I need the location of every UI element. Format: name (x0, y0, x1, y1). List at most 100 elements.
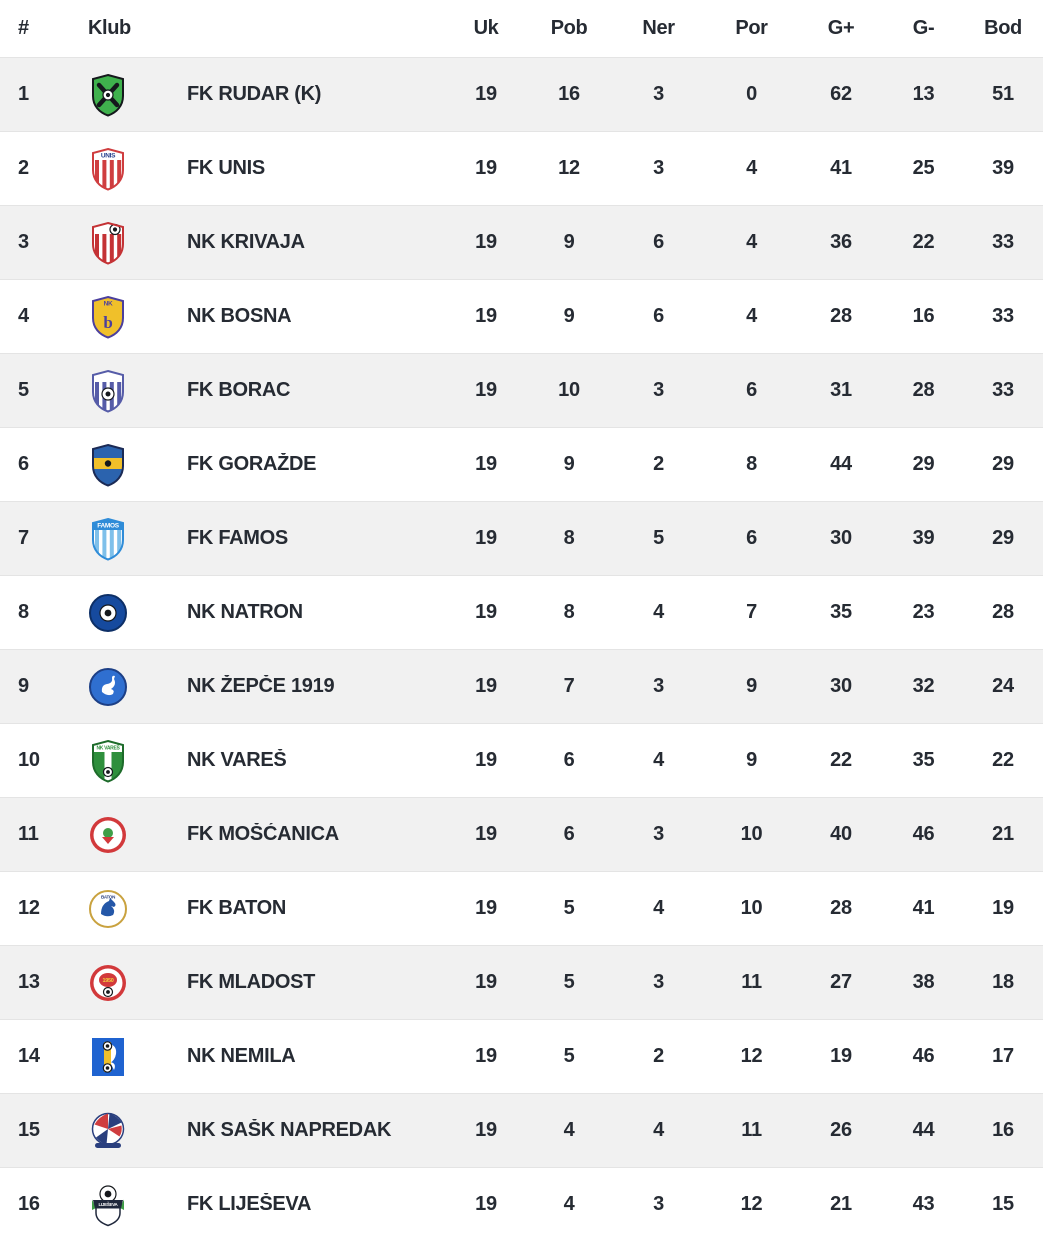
stat-cell-uk: 19 (475, 83, 497, 105)
stat-cell-points: 17 (992, 1045, 1014, 1067)
svg-text:LIJEŠEVA: LIJEŠEVA (98, 1200, 118, 1207)
stat-cell-goals-for: 36 (830, 231, 852, 253)
club-crest-icon: LIJEŠEVA (60, 1183, 155, 1227)
club-crest-icon: FAMOS (60, 517, 155, 561)
table-row[interactable]: 7 FAMOS FK FAMOS 19 8 5 6 30 39 29 (0, 502, 1043, 576)
svg-text:NK VAREŠ: NK VAREŠ (96, 743, 120, 751)
stat-cell-points: 33 (992, 305, 1014, 327)
club-crest-icon: 1950 (60, 961, 155, 1005)
club-name-cell: FK UNIS (187, 157, 265, 179)
stat-cell-por: 11 (741, 1119, 762, 1141)
stat-cell-uk: 19 (475, 897, 497, 919)
stat-cell-por: 10 (740, 897, 763, 919)
col-header-goals-for: G+ (827, 17, 855, 39)
stat-cell-ner: 6 (653, 231, 664, 253)
table-row[interactable]: 10 NK VAREŠ NK VAREŠ 19 6 4 9 22 35 22 (0, 724, 1043, 798)
col-header-pob: Pob (550, 17, 588, 39)
stat-cell-pob: 7 (563, 675, 575, 697)
rank-cell: 8 (18, 601, 29, 623)
club-name-cell: FK LIJEŠEVA (187, 1193, 312, 1215)
stat-cell-uk: 19 (475, 971, 497, 993)
table-row[interactable]: 14 NK NEMILA 19 5 2 12 19 46 17 (0, 1020, 1043, 1094)
stat-cell-ner: 3 (653, 675, 664, 697)
stat-cell-points: 18 (992, 971, 1014, 993)
stat-cell-pob: 5 (563, 1045, 575, 1067)
col-header-rank: # (18, 17, 29, 39)
table-row[interactable]: 3 NK KRIVAJA 19 9 6 4 36 22 33 (0, 206, 1043, 280)
svg-text:1950: 1950 (102, 978, 113, 984)
stat-cell-por: 4 (746, 157, 757, 179)
stat-cell-uk: 19 (475, 749, 497, 771)
club-crest-icon (60, 73, 155, 117)
stat-cell-points: 33 (992, 231, 1014, 253)
rank-cell: 3 (18, 231, 29, 253)
table-row[interactable]: 13 1950 FK MLADOST 19 5 3 11 27 38 18 (0, 946, 1043, 1020)
stat-cell-por: 7 (746, 601, 757, 623)
stat-cell-por: 11 (741, 971, 762, 993)
stat-cell-por: 6 (746, 379, 757, 401)
table-row[interactable]: 1 FK RUDAR (K) 19 16 3 0 62 13 51 (0, 58, 1043, 132)
stat-cell-pob: 9 (563, 305, 575, 327)
stat-cell-goals-against: 41 (912, 897, 935, 919)
stat-cell-por: 9 (746, 749, 757, 771)
stat-cell-uk: 19 (475, 601, 497, 623)
stat-cell-pob: 8 (563, 601, 575, 623)
svg-text:b: b (103, 313, 112, 332)
table-row[interactable]: 15 NK SAŠK NAPREDAK 19 4 4 11 26 44 16 (0, 1094, 1043, 1168)
stat-cell-goals-for: 26 (830, 1119, 852, 1141)
rank-cell: 11 (18, 823, 39, 845)
rank-cell: 1 (18, 83, 29, 105)
stat-cell-pob: 8 (563, 527, 575, 549)
stat-cell-por: 10 (740, 823, 763, 845)
club-crest-icon: NK VAREŠ (60, 739, 155, 783)
stat-cell-goals-against: 22 (912, 231, 935, 253)
stat-cell-goals-for: 30 (830, 675, 852, 697)
stat-cell-pob: 5 (563, 971, 575, 993)
svg-text:UNIS: UNIS (100, 152, 115, 159)
stat-cell-ner: 2 (653, 1045, 664, 1067)
stat-cell-pob: 12 (558, 157, 580, 179)
club-name-cell: NK NEMILA (187, 1045, 296, 1067)
club-name-cell: NK VAREŠ (187, 749, 287, 771)
table-row[interactable]: 16 LIJEŠEVA FK LIJEŠEVA 19 4 3 12 21 43 … (0, 1168, 1043, 1241)
stat-cell-ner: 3 (653, 83, 664, 105)
club-crest-icon (60, 369, 155, 413)
table-row[interactable]: 6 FK GORAŽDE 19 9 2 8 44 29 29 (0, 428, 1043, 502)
table-row[interactable]: 12 BATON FK BATON 19 5 4 10 28 41 19 (0, 872, 1043, 946)
stat-cell-goals-against: 35 (912, 749, 935, 771)
club-crest-icon: UNIS (60, 147, 155, 191)
rank-cell: 4 (18, 305, 29, 327)
stat-cell-ner: 3 (653, 379, 664, 401)
table-row[interactable]: 2 UNIS FK UNIS 19 12 3 4 41 25 39 (0, 132, 1043, 206)
stat-cell-goals-against: 38 (912, 971, 935, 993)
stat-cell-uk: 19 (475, 675, 497, 697)
stat-cell-points: 19 (992, 897, 1014, 919)
stat-cell-goals-for: 28 (830, 305, 852, 327)
stat-cell-ner: 4 (653, 749, 664, 771)
club-name-cell: FK BORAC (187, 379, 291, 401)
stat-cell-points: 29 (992, 527, 1014, 549)
stat-cell-goals-against: 43 (912, 1193, 935, 1215)
rank-cell: 2 (18, 157, 29, 179)
table-row[interactable]: 9 NK ŽEPČE 1919 19 7 3 9 30 32 24 (0, 650, 1043, 724)
table-row[interactable]: 8 NK NATRON 19 8 4 7 35 23 28 (0, 576, 1043, 650)
stat-cell-points: 29 (992, 453, 1014, 475)
col-header-club: Klub (88, 17, 131, 39)
stat-cell-goals-for: 21 (830, 1193, 852, 1215)
club-name-cell: NK ŽEPČE 1919 (187, 675, 335, 697)
table-row[interactable]: 4 b NK NK BOSNA 19 9 6 4 28 16 33 (0, 280, 1043, 354)
stat-cell-por: 12 (740, 1045, 763, 1067)
club-crest-icon (60, 221, 155, 265)
stat-cell-points: 22 (992, 749, 1014, 771)
stat-cell-uk: 19 (475, 453, 497, 475)
stat-cell-ner: 4 (653, 1119, 664, 1141)
stat-cell-por: 4 (746, 305, 757, 327)
table-row[interactable]: 5 FK BORAC 19 10 3 6 31 28 33 (0, 354, 1043, 428)
stat-cell-goals-against: 25 (912, 157, 935, 179)
stat-cell-goals-against: 46 (912, 823, 935, 845)
svg-text:BATON: BATON (100, 894, 114, 899)
table-row[interactable]: 11 FK MOŠĆANICA 19 6 3 10 40 46 21 (0, 798, 1043, 872)
stat-cell-pob: 16 (558, 83, 580, 105)
stat-cell-goals-for: 35 (830, 601, 852, 623)
stat-cell-pob: 10 (558, 379, 580, 401)
